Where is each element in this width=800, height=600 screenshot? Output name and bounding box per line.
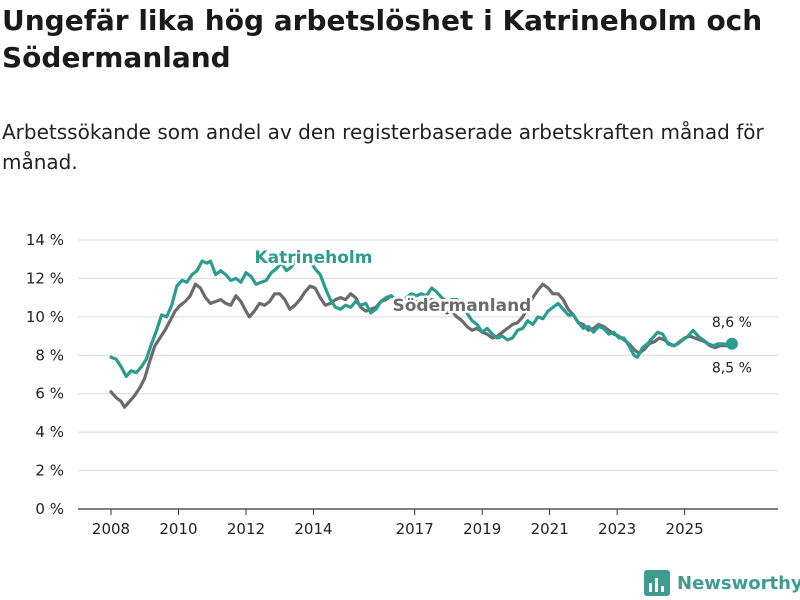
x-tick-label: 2008	[92, 520, 130, 538]
series-labels: Katrineholm Södermanland	[252, 246, 534, 319]
end-markers: 8,6 % 8,5 %	[712, 315, 752, 377]
bar-chart-logo-icon	[644, 570, 670, 596]
y-tick-label: 6 %	[35, 385, 64, 403]
brand-name: Newsworthy	[677, 572, 800, 594]
x-axis: 2008 2010 2012 2014 2017 2019 2021 2023 2025	[92, 509, 704, 538]
newsworthy-logo: Newsworthy	[644, 568, 800, 598]
series-label: Katrineholm	[254, 248, 372, 268]
end-point-marker	[725, 337, 738, 350]
y-tick-label: 2 %	[35, 462, 64, 480]
chart-subtitle: Arbetssökande som andel av den registerb…	[2, 120, 764, 174]
y-tick-label: 0 %	[35, 500, 64, 518]
y-tick-label: 10 %	[26, 308, 64, 326]
series-lines	[109, 248, 734, 409]
x-tick-label: 2012	[227, 520, 265, 538]
x-tick-label: 2014	[294, 520, 332, 538]
y-tick-label: 12 %	[26, 269, 64, 287]
y-axis: 0 % 2 % 4 % 6 % 8 % 10 % 12 % 14 %	[26, 231, 64, 518]
x-tick-label: 2021	[531, 520, 569, 538]
x-tick-label: 2019	[463, 520, 501, 538]
x-tick-label: 2017	[396, 520, 434, 538]
y-tick-label: 8 %	[35, 346, 64, 364]
page-title: Ungefär lika hög arbetslöshet i Katrineh…	[2, 4, 763, 74]
x-tick-label: 2010	[159, 520, 197, 538]
end-value-label: 8,5 %	[712, 361, 752, 377]
x-tick-label: 2023	[598, 520, 636, 538]
series-line-katrineholm	[109, 248, 734, 378]
gridlines	[78, 239, 778, 510]
y-tick-label: 4 %	[35, 423, 64, 441]
x-tick-label: 2025	[666, 520, 704, 538]
y-tick-label: 14 %	[26, 231, 64, 249]
end-value-label: 8,6 %	[712, 315, 752, 331]
series-label: Södermanland	[392, 296, 531, 316]
